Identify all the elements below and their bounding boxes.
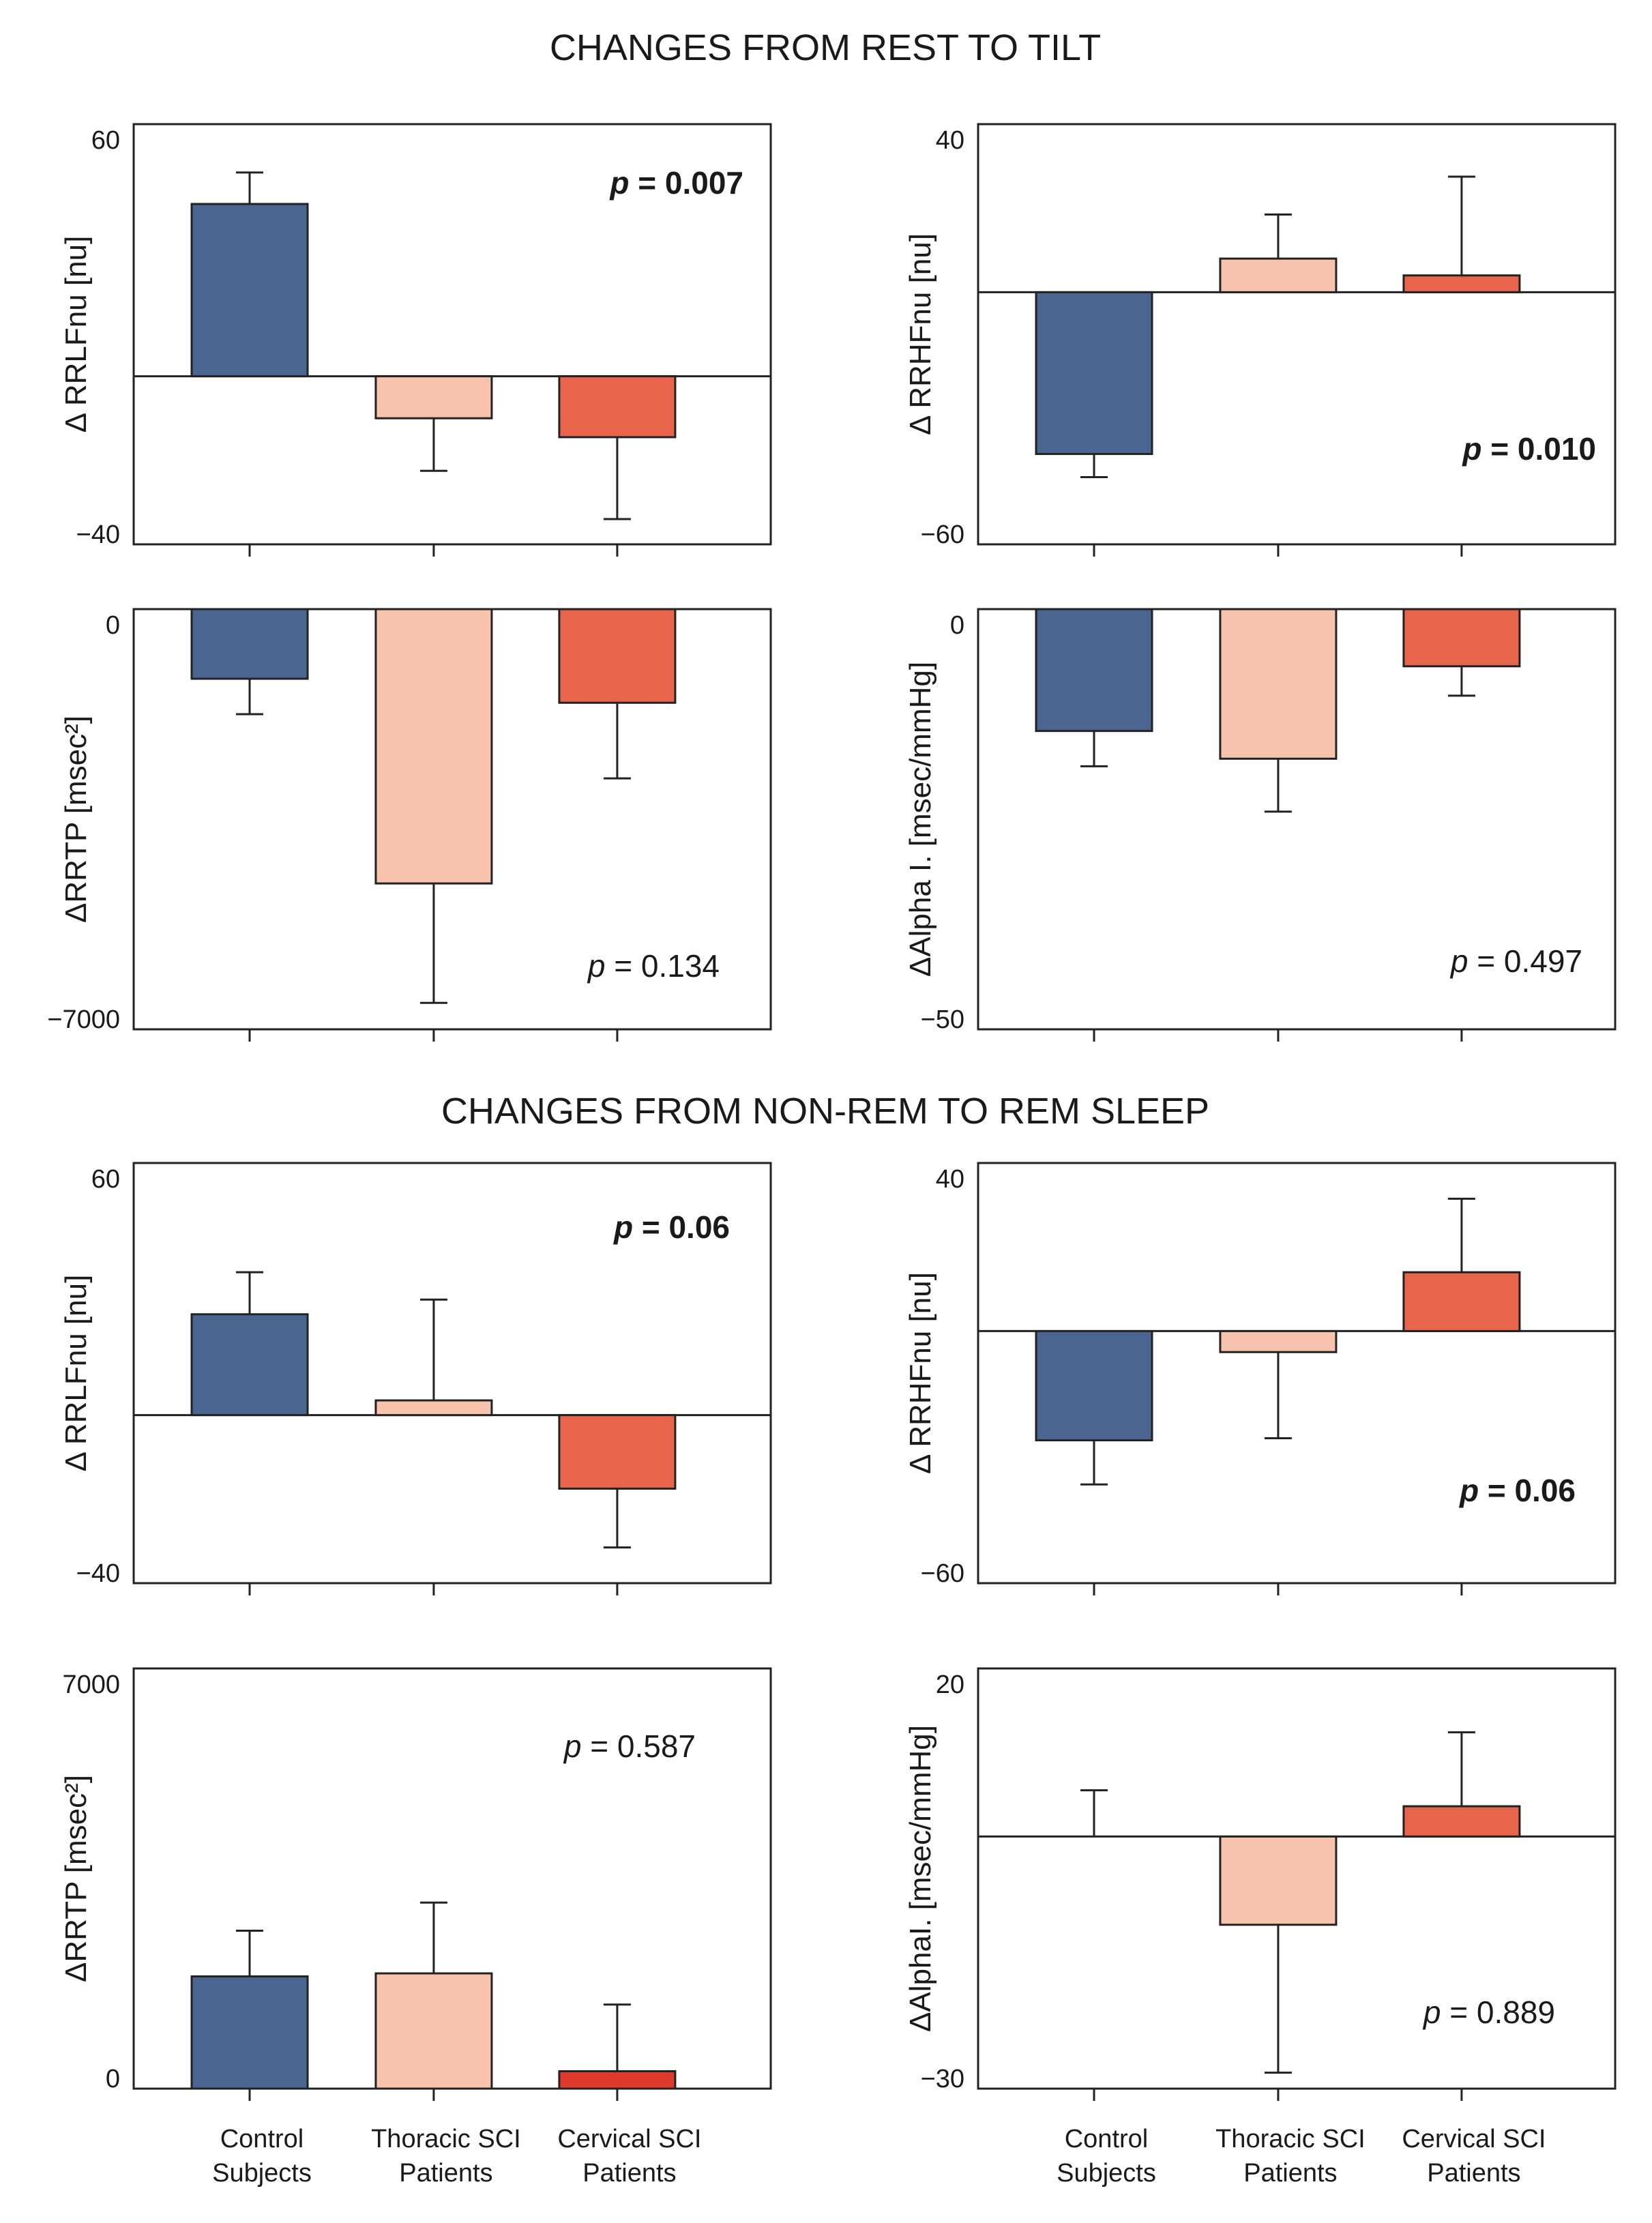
bar-tilt-rrlfnu-0 (190, 203, 309, 378)
bar-tilt-alpha-2 (1402, 608, 1521, 668)
y-tick-label: −40 (76, 520, 120, 549)
y-tick-label: 0 (106, 2065, 120, 2093)
x-category-label: Patients (1427, 2159, 1520, 2188)
y-axis-label: ΔAlphaI. [msec/mmHg] (904, 1725, 937, 2032)
bar-tilt-alpha-1 (1219, 608, 1338, 760)
x-category-label: Thoracic SCI (1215, 2125, 1366, 2153)
p-value-label: p = 0.06 (1458, 1473, 1576, 1508)
bar-sleep-rrtp-2 (558, 2070, 677, 2090)
bar-sleep-rrtp-0 (190, 1975, 309, 2090)
y-tick-label: −60 (921, 520, 964, 549)
bar-tilt-rrtp-1 (374, 608, 493, 885)
bar-tilt-rrtp-2 (558, 608, 677, 704)
bar-sleep-rrhfnu-2 (1402, 1271, 1521, 1332)
x-category-label: Subjects (1057, 2159, 1156, 2188)
p-value-label: p = 0.007 (608, 165, 743, 201)
y-tick-label: 60 (91, 126, 120, 155)
y-axis-label: Δ RRLFnu [nu] (59, 236, 93, 433)
chart-tilt-rrhfnu: 40 −60 Δ RRHFnu [nu] p = 0.010 (904, 123, 1617, 557)
bar-tilt-alpha-0 (1035, 608, 1153, 733)
y-tick-label: 40 (936, 126, 964, 155)
x-category-label: Cervical SCI (557, 2125, 701, 2153)
bar-sleep-rrlfnu-1 (374, 1399, 493, 1417)
plot-frame (132, 1162, 772, 1585)
y-tick-label: −40 (76, 1559, 120, 1588)
p-value-label: p = 0.497 (1449, 943, 1582, 979)
bar-tilt-rrlfnu-1 (374, 375, 493, 419)
bar-sleep-rrhfnu-1 (1219, 1329, 1338, 1353)
y-tick-label: 20 (936, 1670, 964, 1699)
y-tick-label: 0 (950, 611, 964, 640)
x-category-label: Patients (1243, 2159, 1337, 2188)
bar-sleep-alpha-2 (1402, 1805, 1521, 1838)
y-axis-label: ΔAlpha I. [msec/mmHg] (904, 662, 937, 977)
bar-tilt-rrhfnu-2 (1402, 274, 1521, 293)
x-category-label: Patients (582, 2159, 676, 2188)
x-category-label: Control (220, 2125, 304, 2153)
chart-sleep-alpha: 20 −30 ΔAlphaI. [msec/mmHg] p = 0.889 (904, 1667, 1617, 2101)
bar-sleep-rrlfnu-2 (558, 1414, 677, 1490)
y-tick-label: −60 (921, 1559, 964, 1588)
y-tick-label: 7000 (62, 1670, 120, 1699)
y-axis-label: Δ RRHFnu [nu] (904, 233, 937, 435)
plot-frame (977, 1667, 1617, 2090)
chart-tilt-rrtp: 0 −7000 ΔRRTP [msec²] p = 0.134 (47, 608, 772, 1042)
plot-frame (977, 123, 1617, 546)
section-title-tilt: CHANGES FROM REST TO TILT (550, 27, 1101, 68)
p-value-label: p = 0.06 (613, 1209, 730, 1245)
p-value-label: p = 0.587 (563, 1728, 696, 1764)
plot-frame (977, 1162, 1617, 1585)
x-category-label: Subjects (212, 2159, 312, 2188)
x-category-label: Cervical SCI (1402, 2125, 1546, 2153)
y-tick-label: 60 (91, 1165, 120, 1194)
chart-sleep-rrhfnu: 40 −60 Δ RRHFnu [nu] p = 0.06 (904, 1162, 1617, 1595)
p-value-label: p = 0.134 (587, 948, 720, 984)
bar-tilt-rrlfnu-2 (558, 375, 677, 439)
chart-panels: 60 −40 Δ RRLFnu [nu] p = 0.007 40 −60 Δ RRHFnu… (47, 123, 1617, 2101)
y-axis-label: Δ RRLFnu [nu] (59, 1275, 93, 1472)
y-tick-label: −7000 (47, 1005, 120, 1034)
bar-tilt-rrhfnu-1 (1219, 257, 1338, 293)
bar-sleep-rrtp-1 (374, 1972, 493, 2090)
p-value-label: p = 0.010 (1461, 431, 1596, 467)
y-tick-label: 40 (936, 1165, 964, 1194)
plot-frame (132, 123, 772, 546)
chart-sleep-rrtp: 7000 0 ΔRRTP [msec²] p = 0.587 (59, 1667, 772, 2101)
y-axis-label: ΔRRTP [msec²] (59, 716, 93, 923)
y-tick-label: −30 (921, 2065, 964, 2093)
bar-tilt-rrtp-0 (190, 608, 309, 680)
x-category-label: Control (1065, 2125, 1149, 2153)
bar-sleep-alpha-1 (1219, 1835, 1338, 1926)
x-category-label: Patients (399, 2159, 492, 2188)
chart-sleep-rrlfnu: 60 −40 Δ RRLFnu [nu] p = 0.06 (59, 1162, 772, 1595)
bar-tilt-rrhfnu-0 (1035, 291, 1153, 456)
y-tick-label: 0 (106, 611, 120, 640)
y-tick-label: −50 (921, 1005, 964, 1034)
bar-sleep-rrlfnu-0 (190, 1313, 309, 1417)
bar-sleep-rrhfnu-0 (1035, 1329, 1153, 1442)
p-value-label: p = 0.889 (1422, 1994, 1555, 2030)
chart-tilt-alpha: 0 −50 ΔAlpha I. [msec/mmHg] p = 0.497 (904, 608, 1617, 1042)
x-category-label: Thoracic SCI (371, 2125, 521, 2153)
chart-tilt-rrlfnu: 60 −40 Δ RRLFnu [nu] p = 0.007 (59, 123, 772, 557)
section-title-sleep: CHANGES FROM NON-REM TO REM SLEEP (441, 1091, 1209, 1132)
y-axis-label: Δ RRHFnu [nu] (904, 1272, 937, 1474)
y-axis-label: ΔRRTP [msec²] (59, 1775, 93, 1982)
x-category-labels: Control Subjects Thoracic SCI Patients Cervi… (212, 2125, 1546, 2188)
